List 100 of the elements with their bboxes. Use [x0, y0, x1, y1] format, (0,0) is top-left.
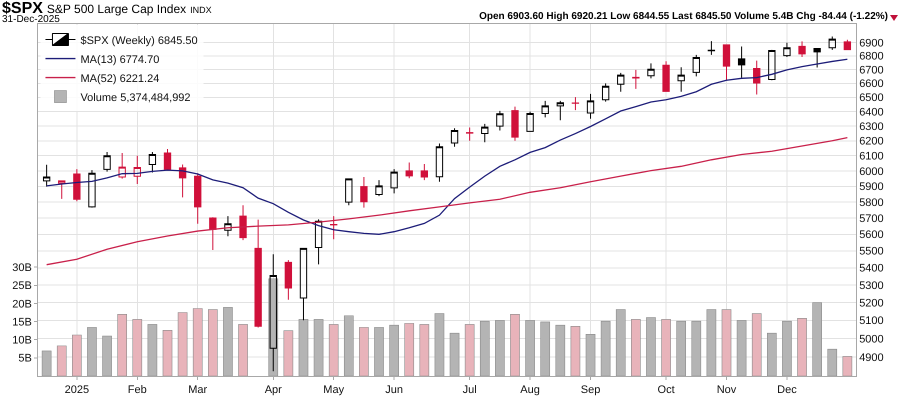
x-tick-label: Mar — [188, 384, 208, 396]
candlestick — [466, 127, 474, 142]
candlestick — [239, 204, 247, 241]
x-tick-label: Dec — [777, 384, 798, 396]
candlestick — [526, 111, 534, 132]
text: Open 6903.60 High 6920.21 Low 6844.55 Last 6845.50 Volume 5.4B Chg -84.44 (-1.22%) — [479, 11, 888, 22]
candlestick — [314, 218, 322, 265]
candlestick — [481, 123, 488, 143]
annotation: 31-Dec-2025 — [2, 14, 60, 25]
y-tick-label: 6900 — [859, 37, 884, 50]
chart-subtitle: S&P 500 Large Cap Index — [46, 2, 186, 16]
y2-tick-label: 5B — [18, 352, 32, 365]
x-tick-label: Nov — [716, 384, 737, 396]
y-tick-label: 5000 — [859, 333, 884, 346]
x-tick-label: Oct — [658, 384, 675, 396]
candlestick — [511, 106, 519, 142]
candlestick — [632, 69, 640, 90]
candlestick — [768, 49, 776, 81]
x-tick-label: Aug — [520, 384, 540, 396]
candlestick — [617, 72, 624, 92]
candlestick — [662, 60, 670, 92]
y-tick-label: 4900 — [859, 352, 884, 364]
candlestick — [828, 36, 836, 50]
y-tick-label: 5200 — [859, 297, 884, 310]
candlestick — [844, 39, 852, 50]
candlestick — [783, 42, 791, 58]
y-tick-label: 5100 — [859, 315, 884, 328]
y-tick-label: 6500 — [859, 92, 884, 104]
candlestick — [436, 142, 444, 182]
candlestick — [390, 168, 398, 194]
candlestick — [542, 100, 549, 118]
candlestick — [209, 216, 216, 251]
y-tick-label: 6000 — [859, 166, 884, 178]
y-tick-label: 6700 — [859, 64, 884, 76]
x-tick-label: Apr — [264, 384, 282, 396]
candlestick — [556, 100, 564, 121]
x-tick-label: Sep — [580, 384, 600, 396]
candlestick — [58, 180, 66, 200]
y-tick-label: 5500 — [859, 246, 884, 258]
legend-label: $SPX (Weekly) 6845.50 — [80, 34, 198, 47]
candlestick — [602, 82, 610, 102]
x-tick-label: Jul — [462, 384, 477, 396]
candlestick — [330, 216, 338, 240]
y2-tick-label: 10B — [12, 334, 32, 347]
candlestick — [88, 170, 96, 208]
x-tick-label: Feb — [128, 384, 147, 396]
candlestick — [738, 46, 746, 78]
y-tick-label: 6100 — [859, 150, 884, 163]
candlestick — [375, 180, 383, 197]
candlestick — [406, 162, 413, 179]
y-tick-label: 5700 — [859, 212, 884, 225]
x-tick-label: Jun — [385, 384, 403, 396]
y-tick-label: 5800 — [859, 196, 884, 209]
y-tick-label: 6300 — [859, 120, 884, 133]
y-tick-label: 5400 — [859, 262, 884, 275]
candlestick — [164, 148, 172, 171]
candlestick — [345, 178, 352, 206]
candlestick — [813, 48, 821, 68]
candlestick — [118, 152, 126, 180]
y-tick-label: 5300 — [859, 280, 884, 292]
x-tick-label: May — [323, 384, 345, 396]
candlestick — [708, 40, 716, 56]
y-tick-label: 6200 — [859, 136, 884, 148]
y-tick-label: 6600 — [859, 78, 884, 90]
candlestick — [254, 219, 262, 328]
y-tick-label: 6800 — [859, 50, 884, 63]
candlestick — [194, 172, 202, 224]
y-tick-label: 6400 — [859, 106, 884, 118]
y2-tick-label: 25B — [12, 280, 32, 292]
candlestick — [753, 60, 760, 96]
candlestick — [572, 96, 580, 111]
candlestick — [178, 164, 186, 198]
candlestick — [224, 216, 232, 237]
text: INDX — [190, 5, 212, 15]
y2-tick-label: 20B — [12, 298, 32, 310]
candlestick — [134, 155, 141, 185]
candlestick — [148, 151, 156, 173]
candlestick — [798, 40, 806, 58]
line-series — [46, 137, 848, 266]
candlestick — [420, 164, 428, 181]
candlestick — [496, 110, 504, 131]
y2-tick-label: 15B — [12, 316, 32, 328]
candlestick — [284, 260, 292, 300]
legend-label: Volume 5,374,484,992 — [80, 92, 191, 104]
candlestick — [73, 168, 81, 202]
candlestick — [586, 93, 594, 120]
legend-label: MA(52) 6221.24 — [80, 72, 160, 85]
candlestick — [722, 44, 730, 81]
candlestick — [647, 62, 655, 79]
candlestick — [692, 54, 700, 77]
candlestick — [360, 176, 368, 208]
candlestick — [450, 128, 458, 148]
candlestick — [42, 164, 50, 188]
x-tick-label: 2025 — [64, 384, 90, 396]
candlestick — [103, 151, 111, 172]
legend-label: MA(13) 6774.70 — [80, 54, 160, 66]
candlestick — [678, 66, 685, 92]
y-tick-label: 5600 — [859, 229, 884, 242]
y-tick-label: 5900 — [859, 181, 884, 194]
y2-tick-label: 30B — [12, 262, 32, 274]
